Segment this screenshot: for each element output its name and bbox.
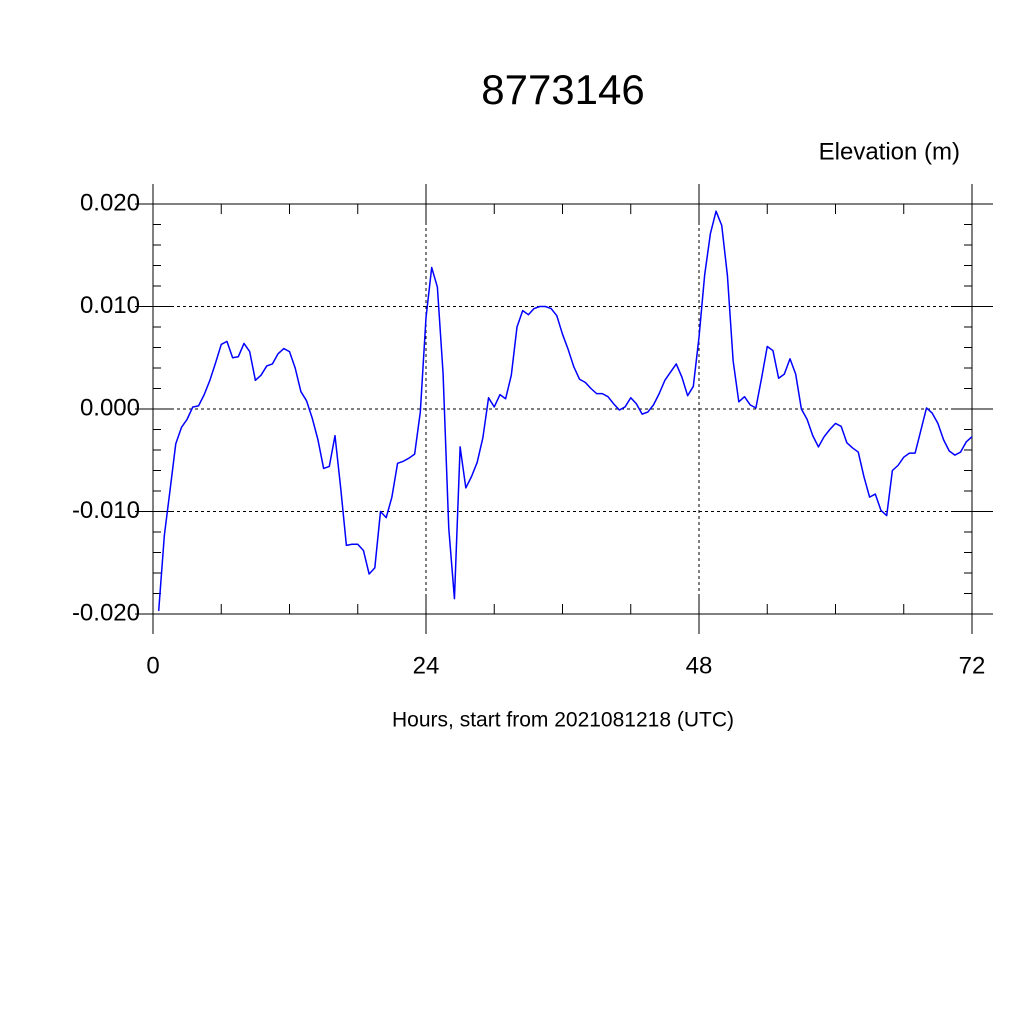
x-tick-label: 24 xyxy=(413,652,440,679)
y-tick-label: 0.020 xyxy=(80,189,140,216)
y-tick-label: -0.020 xyxy=(72,599,140,626)
chart-title: 8773146 xyxy=(481,66,645,113)
x-tick-label: 48 xyxy=(686,652,713,679)
chart-subtitle: Elevation (m) xyxy=(819,138,960,165)
x-axis-label: Hours, start from 2021081218 (UTC) xyxy=(392,709,734,732)
y-tick-label: -0.010 xyxy=(72,497,140,524)
y-tick-label: 0.000 xyxy=(80,394,140,421)
plot-frame xyxy=(152,203,973,615)
data-line xyxy=(157,210,973,611)
x-tick-label: 72 xyxy=(959,652,986,679)
y-tick-label: 0.010 xyxy=(80,292,140,319)
x-tick-label: 0 xyxy=(146,652,159,679)
